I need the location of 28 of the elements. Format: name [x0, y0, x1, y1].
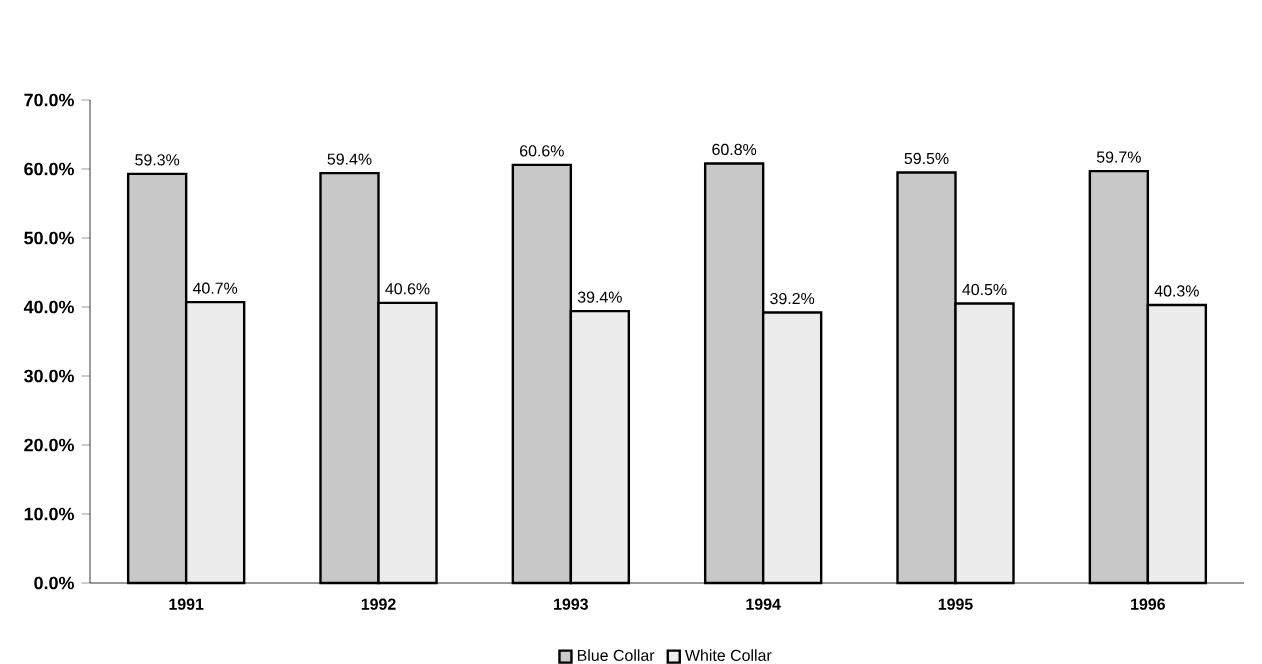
- data-label: 59.4%: [327, 153, 372, 165]
- x-tick-label: 1991: [169, 598, 204, 610]
- data-label: 60.6%: [520, 145, 564, 157]
- data-label: 40.6%: [385, 283, 430, 295]
- legend-label: White Collar: [685, 649, 772, 662]
- y-tick-label: 40.0%: [23, 300, 74, 314]
- x-tick-label: 1994: [746, 598, 781, 610]
- data-label: 59.3%: [135, 154, 180, 166]
- y-tick-label: 30.0%: [24, 369, 74, 383]
- y-tick-label: 10.0%: [24, 507, 74, 521]
- x-tick-label: 1992: [361, 598, 396, 610]
- y-tick-label: 0.0%: [34, 576, 74, 590]
- y-tick-label: 20.0%: [24, 438, 74, 452]
- data-label: 60.8%: [712, 143, 757, 156]
- y-tick-label: 50.0%: [24, 231, 74, 245]
- data-label: 39.2%: [770, 292, 815, 305]
- x-tick-label: 1996: [1131, 598, 1165, 610]
- data-label: 39.4%: [577, 291, 622, 303]
- y-tick-label: 70.0%: [24, 93, 74, 107]
- y-tick-label: 60.0%: [24, 162, 74, 176]
- data-label: 59.7%: [1096, 151, 1141, 163]
- legend-label: Blue Collar: [577, 649, 655, 662]
- x-tick-label: 1993: [554, 598, 588, 610]
- data-label: 40.7%: [192, 282, 238, 294]
- data-label: 40.5%: [962, 283, 1007, 296]
- data-label: 59.5%: [904, 152, 949, 165]
- x-tick-label: 1995: [938, 598, 973, 610]
- data-label: 40.3%: [1154, 285, 1199, 297]
